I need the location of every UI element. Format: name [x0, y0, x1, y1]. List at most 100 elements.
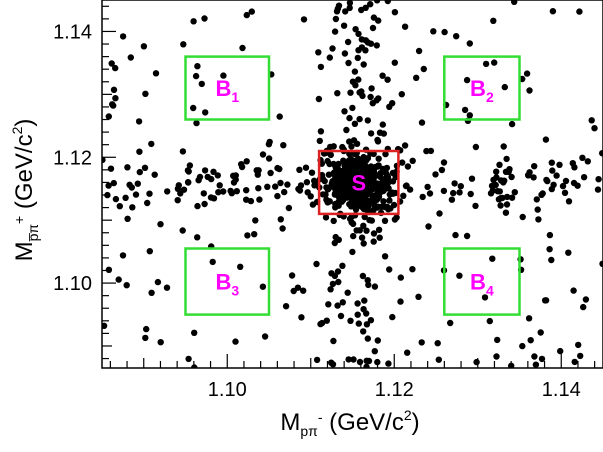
data-point: [548, 159, 555, 166]
data-point: [450, 189, 457, 197]
data-point: [565, 198, 573, 205]
region-b2: B2: [443, 55, 521, 121]
data-point: [282, 303, 290, 310]
data-point: [127, 54, 134, 61]
data-point: [508, 173, 515, 181]
data-point: [195, 177, 202, 184]
data-point: [502, 209, 510, 216]
data-point: [361, 189, 368, 196]
data-point: [354, 54, 361, 62]
data-point: [337, 312, 345, 320]
data-point: [363, 176, 370, 183]
data-point: [146, 190, 153, 197]
data-point: [370, 238, 377, 245]
data-point: [456, 189, 463, 196]
data-point: [548, 256, 555, 264]
data-point: [345, 356, 352, 363]
data-point: [377, 170, 384, 177]
data-point: [327, 143, 334, 151]
data-point: [373, 42, 380, 49]
data-point: [532, 361, 540, 368]
data-point: [330, 170, 337, 177]
data-point: [365, 281, 372, 289]
data-point: [401, 142, 409, 149]
data-point: [535, 216, 542, 223]
data-point: [356, 89, 363, 96]
data-point: [202, 109, 209, 116]
data-point: [519, 342, 526, 350]
data-point: [252, 217, 259, 224]
data-point: [365, 164, 372, 171]
data-point: [472, 143, 480, 151]
data-point: [358, 44, 366, 51]
data-point: [346, 157, 353, 164]
data-point: [501, 177, 508, 184]
data-point: [151, 171, 158, 178]
data-point: [277, 216, 284, 223]
data-point: [472, 202, 479, 210]
data-point: [335, 278, 342, 286]
data-point: [201, 200, 208, 208]
data-point: [430, 28, 437, 35]
data-point: [389, 100, 396, 107]
data-point: [557, 347, 564, 355]
data-point: [259, 283, 267, 290]
region-s: S: [317, 149, 400, 216]
data-point: [350, 232, 357, 240]
data-point: [356, 227, 363, 234]
data-point: [107, 165, 115, 172]
data-point: [397, 298, 404, 305]
data-point: [463, 76, 471, 84]
data-point: [126, 181, 133, 188]
data-point: [389, 313, 396, 321]
data-point: [473, 358, 480, 366]
data-point: [376, 129, 384, 136]
data-point: [359, 160, 367, 167]
data-point: [179, 148, 187, 155]
data-point: [571, 164, 578, 171]
data-point: [186, 162, 194, 169]
data-point: [277, 179, 284, 187]
data-point: [276, 113, 283, 120]
data-point: [272, 183, 279, 190]
data-point: [398, 91, 405, 98]
data-point: [500, 143, 507, 150]
data-point: [209, 258, 216, 266]
data-point: [142, 334, 149, 342]
data-point: [201, 15, 208, 22]
data-point: [344, 289, 351, 296]
data-point: [371, 348, 378, 355]
data-point: [379, 72, 386, 79]
data-point: [384, 185, 391, 192]
data-point: [435, 356, 442, 363]
data-point: [359, 272, 367, 280]
data-point: [438, 166, 446, 174]
data-point: [409, 266, 416, 273]
data-point: [180, 186, 188, 193]
data-point: [453, 33, 460, 40]
data-point: [463, 232, 471, 240]
data-point: [400, 192, 407, 199]
data-point: [334, 165, 341, 172]
data-point: [110, 179, 118, 187]
data-point: [335, 2, 343, 9]
data-point: [565, 249, 572, 256]
data-point: [300, 16, 308, 23]
data-point: [141, 164, 149, 171]
data-point: [505, 168, 512, 175]
data-point: [362, 4, 369, 11]
data-point: [489, 255, 496, 262]
data-point: [344, 38, 352, 46]
data-point: [331, 180, 339, 187]
data-point: [383, 164, 391, 172]
region-box: [443, 55, 521, 121]
data-point: [542, 297, 550, 304]
y-tick-label: 1.14: [53, 21, 92, 43]
data-point: [274, 192, 281, 200]
data-point: [368, 85, 375, 92]
data-point: [157, 339, 164, 346]
data-point: [324, 199, 331, 206]
data-point: [382, 150, 389, 158]
plot-frame: [101, 0, 603, 369]
data-point: [440, 159, 448, 166]
